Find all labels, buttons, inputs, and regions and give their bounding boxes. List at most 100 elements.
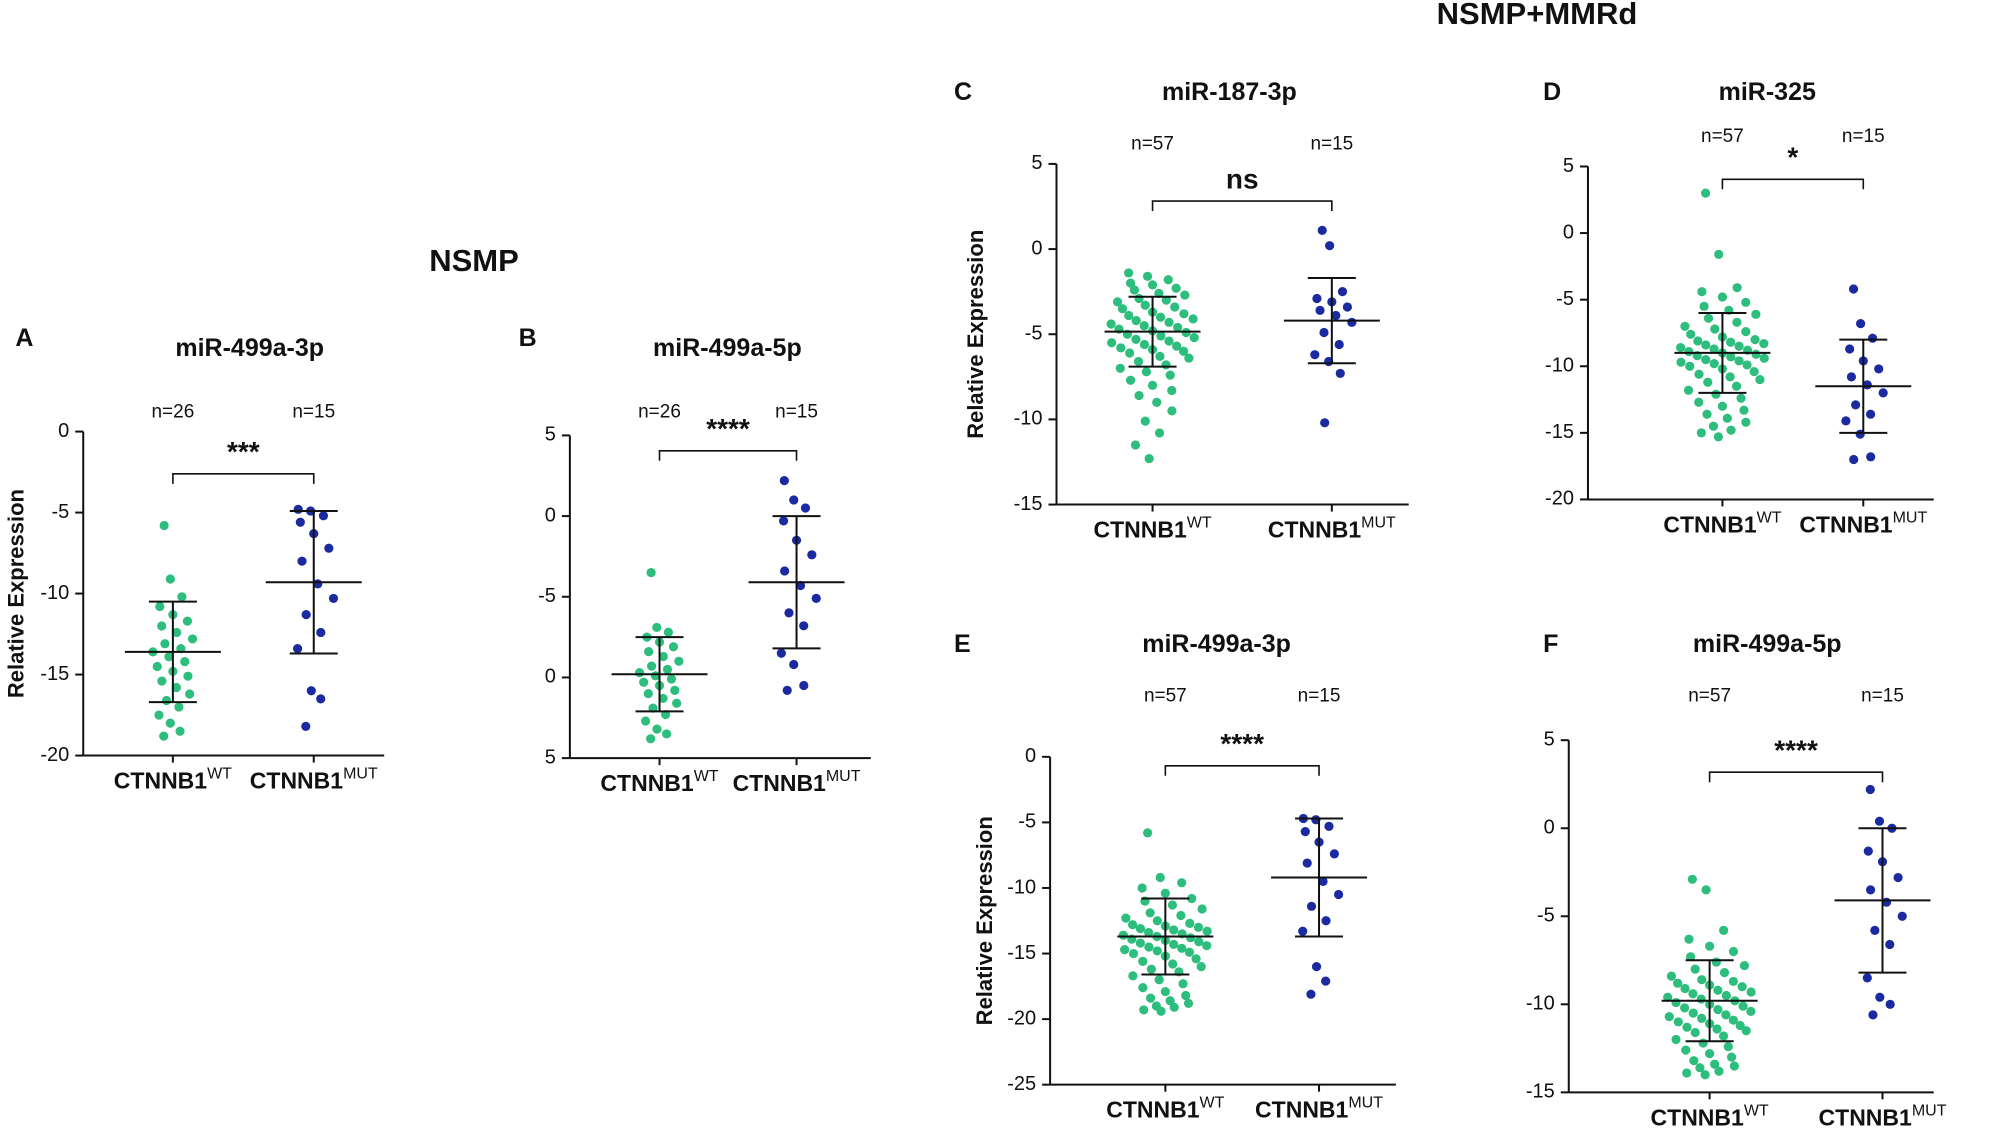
data-point [646,567,656,578]
data-point [1107,338,1117,348]
data-point [1671,1034,1681,1045]
y-tick-label: -20 [1007,1007,1036,1029]
data-point [652,622,662,633]
data-point [174,702,184,712]
panel-title: miR-499a-5p [653,334,802,362]
data-point [1736,393,1746,403]
data-point [1178,346,1189,356]
y-tick-label: -5 [538,585,556,607]
data-point [1167,900,1178,910]
data-point [1145,993,1156,1003]
data-point [674,656,684,666]
data-point [1751,349,1761,359]
data-point [1737,982,1747,992]
category-sup: MUT [1912,1102,1947,1119]
x-tick-label: CTNNB1WT [600,768,718,796]
data-point [1125,375,1136,385]
data-point [1680,321,1690,331]
data-point [1337,287,1348,297]
data-point [779,475,789,486]
data-point [1728,976,1738,987]
data-point [784,608,794,618]
data-point [1178,979,1188,989]
data-point [1197,904,1207,914]
data-point [1714,249,1724,259]
data-point [1312,293,1322,304]
data-point [172,627,182,638]
data-point [1714,1066,1724,1076]
y-tick-label: 5 [545,746,556,768]
data-point [1735,1020,1745,1031]
data-point [1849,454,1859,465]
category-sup: MUT [1361,514,1396,531]
data-point [1173,322,1183,333]
data-point [1202,926,1212,936]
data-point [1868,1010,1878,1020]
data-point [789,495,799,505]
data-point [1155,312,1166,322]
panel-title: miR-499a-3p [175,334,324,362]
data-point [316,627,326,638]
data-point [1133,356,1144,367]
panel-letter: C [954,78,972,106]
data-point [1135,938,1145,948]
data-point [1729,1061,1739,1071]
data-point [1120,945,1130,955]
data-point [1302,858,1312,868]
y-tick-label: 5 [1031,152,1042,174]
panel-title: miR-325 [1719,78,1816,106]
category-sup: WT [1200,1094,1225,1111]
data-point [1185,918,1195,928]
data-point [1697,1013,1707,1024]
y-tick-label: -20 [1545,488,1574,510]
data-point [652,724,662,734]
data-point [670,685,680,695]
data-point [1683,385,1694,395]
data-point [1673,978,1683,988]
data-point [1185,933,1196,943]
n-label: n=15 [1298,686,1341,707]
data-point [1318,876,1328,887]
data-point [1681,1045,1691,1055]
data-point [157,621,167,631]
data-point [1161,360,1171,370]
data-point [644,647,654,657]
data-point [1131,316,1141,326]
data-point [1705,1049,1715,1059]
data-point [1708,421,1719,431]
data-point [1696,428,1706,438]
data-point [1739,960,1750,971]
x-tick-label: CTNNB1MUT [1819,1102,1947,1130]
data-point [155,601,165,612]
data-point [1713,432,1723,442]
data-point [1164,317,1174,327]
data-point [658,693,668,704]
data-point [1202,941,1212,951]
data-point [1321,916,1331,926]
y-tick-label: 0 [1025,745,1036,767]
data-point [1875,992,1885,1002]
data-point [1154,428,1165,438]
category-sup: WT [207,765,232,782]
data-point [1134,390,1144,401]
data-point [1689,1056,1699,1066]
y-axis-label: Relative Expression [4,489,29,698]
data-point [1194,937,1204,947]
data-point [1298,926,1308,936]
data-point [1141,367,1151,377]
data-point [1874,364,1884,374]
data-point [1177,878,1187,888]
data-point [658,651,668,662]
data-point [1690,964,1700,974]
data-point [1703,377,1713,387]
data-point [1334,339,1344,350]
data-point [1722,413,1732,423]
group-heading: NSMP+MMRd [1437,0,1638,31]
data-point [1698,1038,1708,1048]
data-point [1701,354,1711,365]
data-point [663,627,673,637]
data-point [1152,916,1162,926]
data-point [1154,975,1164,985]
data-point [1878,388,1888,398]
data-point [1118,930,1128,940]
